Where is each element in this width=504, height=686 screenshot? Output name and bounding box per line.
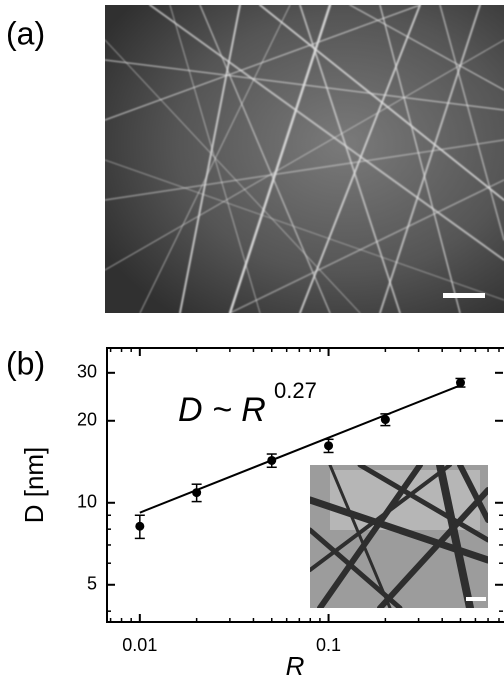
panel-label: (a) [6, 15, 45, 51]
x-tick-label: 0.01 [122, 635, 157, 655]
data-point [192, 488, 202, 498]
annotation-exponent: 0.27 [274, 378, 317, 403]
y-axis-label: D [nm] [19, 447, 49, 524]
y-tick-label: 10 [77, 492, 97, 512]
data-point [455, 378, 465, 388]
data-point [135, 521, 145, 531]
x-tick-label: 0.1 [316, 635, 341, 655]
y-tick-label: 5 [87, 574, 97, 594]
micrograph [105, 5, 504, 313]
y-tick-label: 30 [77, 362, 97, 382]
data-point [267, 455, 277, 465]
data-point [324, 441, 334, 451]
inset-micrograph [310, 465, 488, 608]
data-point [380, 415, 390, 425]
panel-label: (b) [6, 345, 45, 381]
annotation: D ~ R [178, 391, 266, 429]
y-tick-label: 20 [77, 410, 97, 430]
plot-frame [106, 347, 504, 623]
x-axis-label: R [286, 651, 305, 681]
